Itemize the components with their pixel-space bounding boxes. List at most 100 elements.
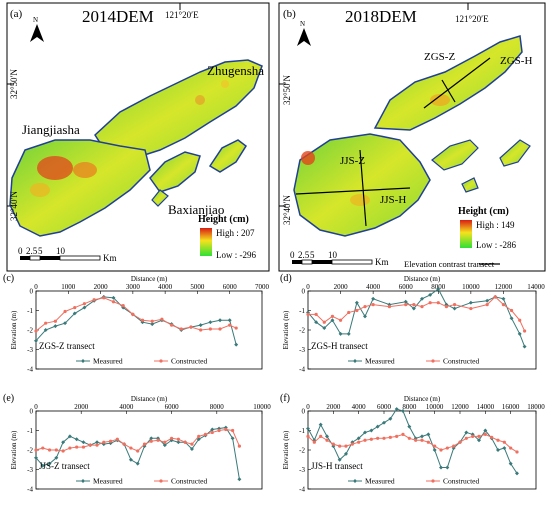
data-point-constructed (426, 440, 430, 444)
scale-bar-a (20, 255, 101, 261)
data-point-constructed (140, 318, 145, 322)
panel-label-a: (a) (10, 8, 23, 20)
data-point-constructed (388, 435, 392, 439)
data-point-constructed (319, 434, 323, 438)
x-tick-label: 4000 (366, 283, 381, 291)
plot-frame (307, 290, 537, 370)
scale-unit-a: Km (103, 253, 117, 263)
data-point-measured (149, 436, 154, 441)
legend-high-b: High : 149 (476, 220, 515, 230)
data-point-constructed (395, 434, 399, 438)
y-axis-label: Elevation (m) (10, 310, 18, 349)
data-point-constructed (485, 303, 489, 307)
data-point-constructed (412, 303, 416, 307)
data-point-constructed (464, 436, 468, 440)
map-title-b: 2018DEM (345, 7, 417, 26)
x-tick-label: 0 (34, 283, 38, 291)
data-point-constructed (122, 442, 126, 446)
data-point-constructed (234, 326, 238, 330)
data-point-constructed (136, 449, 140, 453)
transect-jjs-z (359, 149, 367, 227)
x-tick-label: 14000 (477, 403, 495, 411)
series-line-constructed (307, 433, 518, 453)
data-point-constructed (471, 434, 475, 438)
x-tick-label: 4000 (119, 403, 134, 411)
legend-high-a: High : 207 (216, 228, 255, 238)
legend-label-constructed: Constructed (443, 477, 479, 486)
data-point-constructed (217, 428, 221, 433)
data-point-constructed (387, 305, 392, 309)
x-tick-label: 6000 (223, 283, 238, 291)
data-point-constructed (322, 320, 326, 324)
data-point-constructed (439, 448, 443, 452)
y-tick-label: -4 (299, 366, 305, 374)
legend-ramp-b (460, 220, 472, 248)
x-tick-label: 10000 (462, 283, 480, 291)
lon-label-b: 121°20′E (455, 14, 489, 24)
data-point-constructed (170, 323, 174, 327)
y-tick-label: -2 (27, 327, 33, 335)
data-point-constructed (483, 432, 487, 436)
legend-marker-constructed (431, 479, 435, 483)
x-tick-label: 2000 (326, 403, 341, 411)
data-point-constructed (210, 430, 214, 435)
y-tick-label: -2 (299, 447, 305, 455)
data-point-constructed (34, 448, 38, 452)
data-point-measured (426, 432, 431, 437)
y-tick-label: -4 (27, 486, 33, 494)
data-point-measured (230, 436, 235, 441)
data-point-constructed (160, 317, 164, 321)
data-point-constructed (224, 427, 228, 432)
scale-tick-b-2: 5 (310, 250, 315, 260)
data-point-constructed (176, 437, 180, 441)
scale-tick-a-0: 0 (18, 246, 23, 256)
legend-label-measured: Measured (93, 477, 123, 486)
x-tick-label: 2000 (94, 283, 109, 291)
data-point-constructed (428, 301, 432, 305)
legend-marker-constructed (159, 479, 163, 483)
place-jjs-h: JJS-H (380, 194, 406, 206)
y-tick-label: 0 (30, 408, 34, 416)
x-tick-label: 10000 (253, 403, 271, 411)
data-point-constructed (203, 432, 208, 436)
place-jjs-z: JJS-Z (340, 155, 365, 167)
data-point-measured (196, 437, 201, 442)
y-tick-label: -3 (299, 466, 305, 474)
map-panel-b (278, 2, 546, 272)
transect-zgs-z (441, 79, 456, 103)
data-point-measured (82, 305, 87, 310)
x-axis-label: Distance (m) (404, 275, 441, 283)
data-point-constructed (54, 448, 58, 452)
data-point-constructed (325, 438, 329, 442)
data-point-constructed (493, 295, 497, 299)
data-point-constructed (131, 312, 135, 316)
data-point-constructed (401, 432, 405, 436)
y-tick-label: -3 (299, 346, 305, 354)
y-axis-label: Elevation (m) (282, 310, 290, 349)
data-point-constructed (47, 448, 52, 452)
y-tick-label: -2 (299, 327, 305, 335)
data-point-constructed (363, 305, 367, 309)
scale-tick-a-2: 5 (38, 246, 43, 256)
lat-label-b2: 32°40′N (282, 194, 292, 225)
x-tick-label: 16000 (502, 403, 520, 411)
data-point-constructed (382, 436, 386, 440)
x-tick-label: 0 (34, 403, 38, 411)
y-axis-label: Elevation (m) (282, 430, 290, 469)
x-tick-label: 4000 (352, 403, 367, 411)
data-point-constructed (92, 298, 96, 302)
data-point-measured (34, 338, 38, 343)
data-point-measured (67, 434, 72, 439)
north-arrow-b (297, 28, 311, 46)
series-line-measured (35, 296, 237, 345)
data-point-constructed (523, 329, 527, 333)
data-point-constructed (445, 446, 449, 450)
data-point-constructed (509, 308, 514, 313)
place-zgs-h: ZGS-H (500, 55, 532, 67)
data-point-constructed (338, 318, 343, 322)
data-point-measured (128, 457, 133, 462)
data-point-measured (445, 465, 450, 470)
panel-label: (c) (3, 273, 14, 284)
data-point-measured (388, 416, 393, 421)
data-point-measured (111, 295, 116, 300)
